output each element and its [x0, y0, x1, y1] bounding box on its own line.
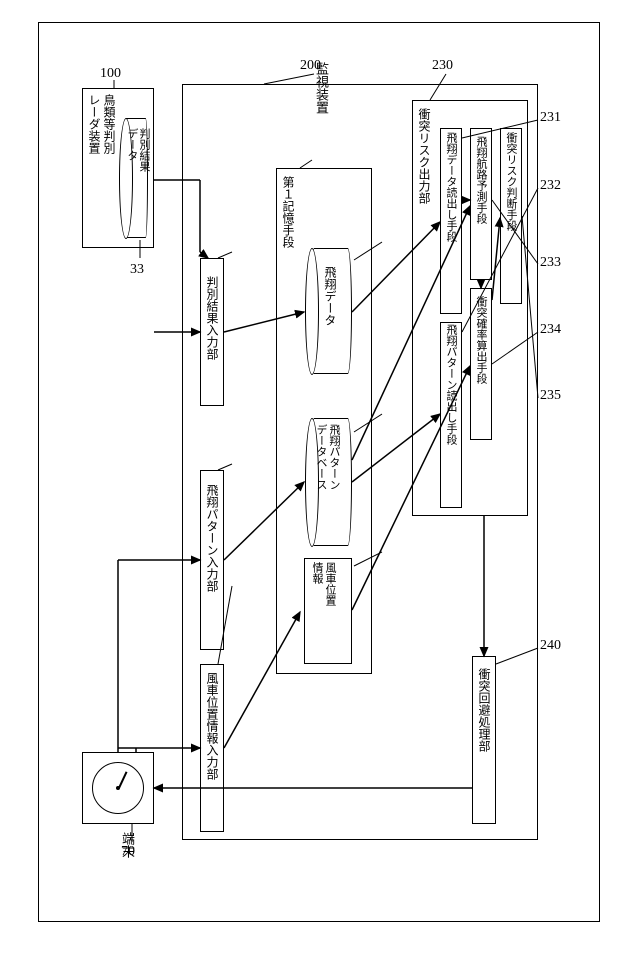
label-222: 飛翔パターンデータベース [314, 424, 340, 490]
ref-233: 233 [540, 255, 561, 271]
label-233: 飛翔航路予測手段 [473, 136, 489, 224]
ref-230: 230 [432, 58, 453, 74]
label-210: 判別結果入力部 [204, 276, 221, 360]
ref-235: 235 [540, 388, 561, 404]
label-212: 風車位置情報入力部 [204, 672, 221, 780]
label-200: 監視装置 [312, 62, 331, 114]
label-240: 衝突回避処理部 [476, 668, 493, 752]
label-211: 飛翔パターン入力部 [204, 484, 221, 592]
label-223: 風車位置情報 [310, 562, 336, 606]
ref-234: 234 [540, 322, 561, 338]
label-33: 判別結果データ [126, 128, 150, 172]
ref-33: 33 [130, 262, 144, 278]
ref-100: 100 [100, 66, 121, 82]
label-234: 衝突確率算出手段 [473, 296, 489, 384]
label-100: 鳥類等判別レーダ装置 [86, 94, 116, 154]
ref-240: 240 [540, 638, 561, 654]
label-220: 第１記憶手段 [280, 176, 297, 248]
ref-232: 232 [540, 178, 561, 194]
label-230: 衝突リスク出力部 [416, 108, 433, 204]
label-70: 端末 [118, 832, 137, 858]
label-221: 飛翔データ [322, 266, 339, 326]
label-232: 飛翔パターン読出し手段 [443, 324, 459, 445]
ref-231: 231 [540, 110, 561, 126]
label-235: 衝突リスク判断手段 [503, 132, 519, 231]
label-231: 飛翔データ読出し手段 [443, 132, 459, 242]
